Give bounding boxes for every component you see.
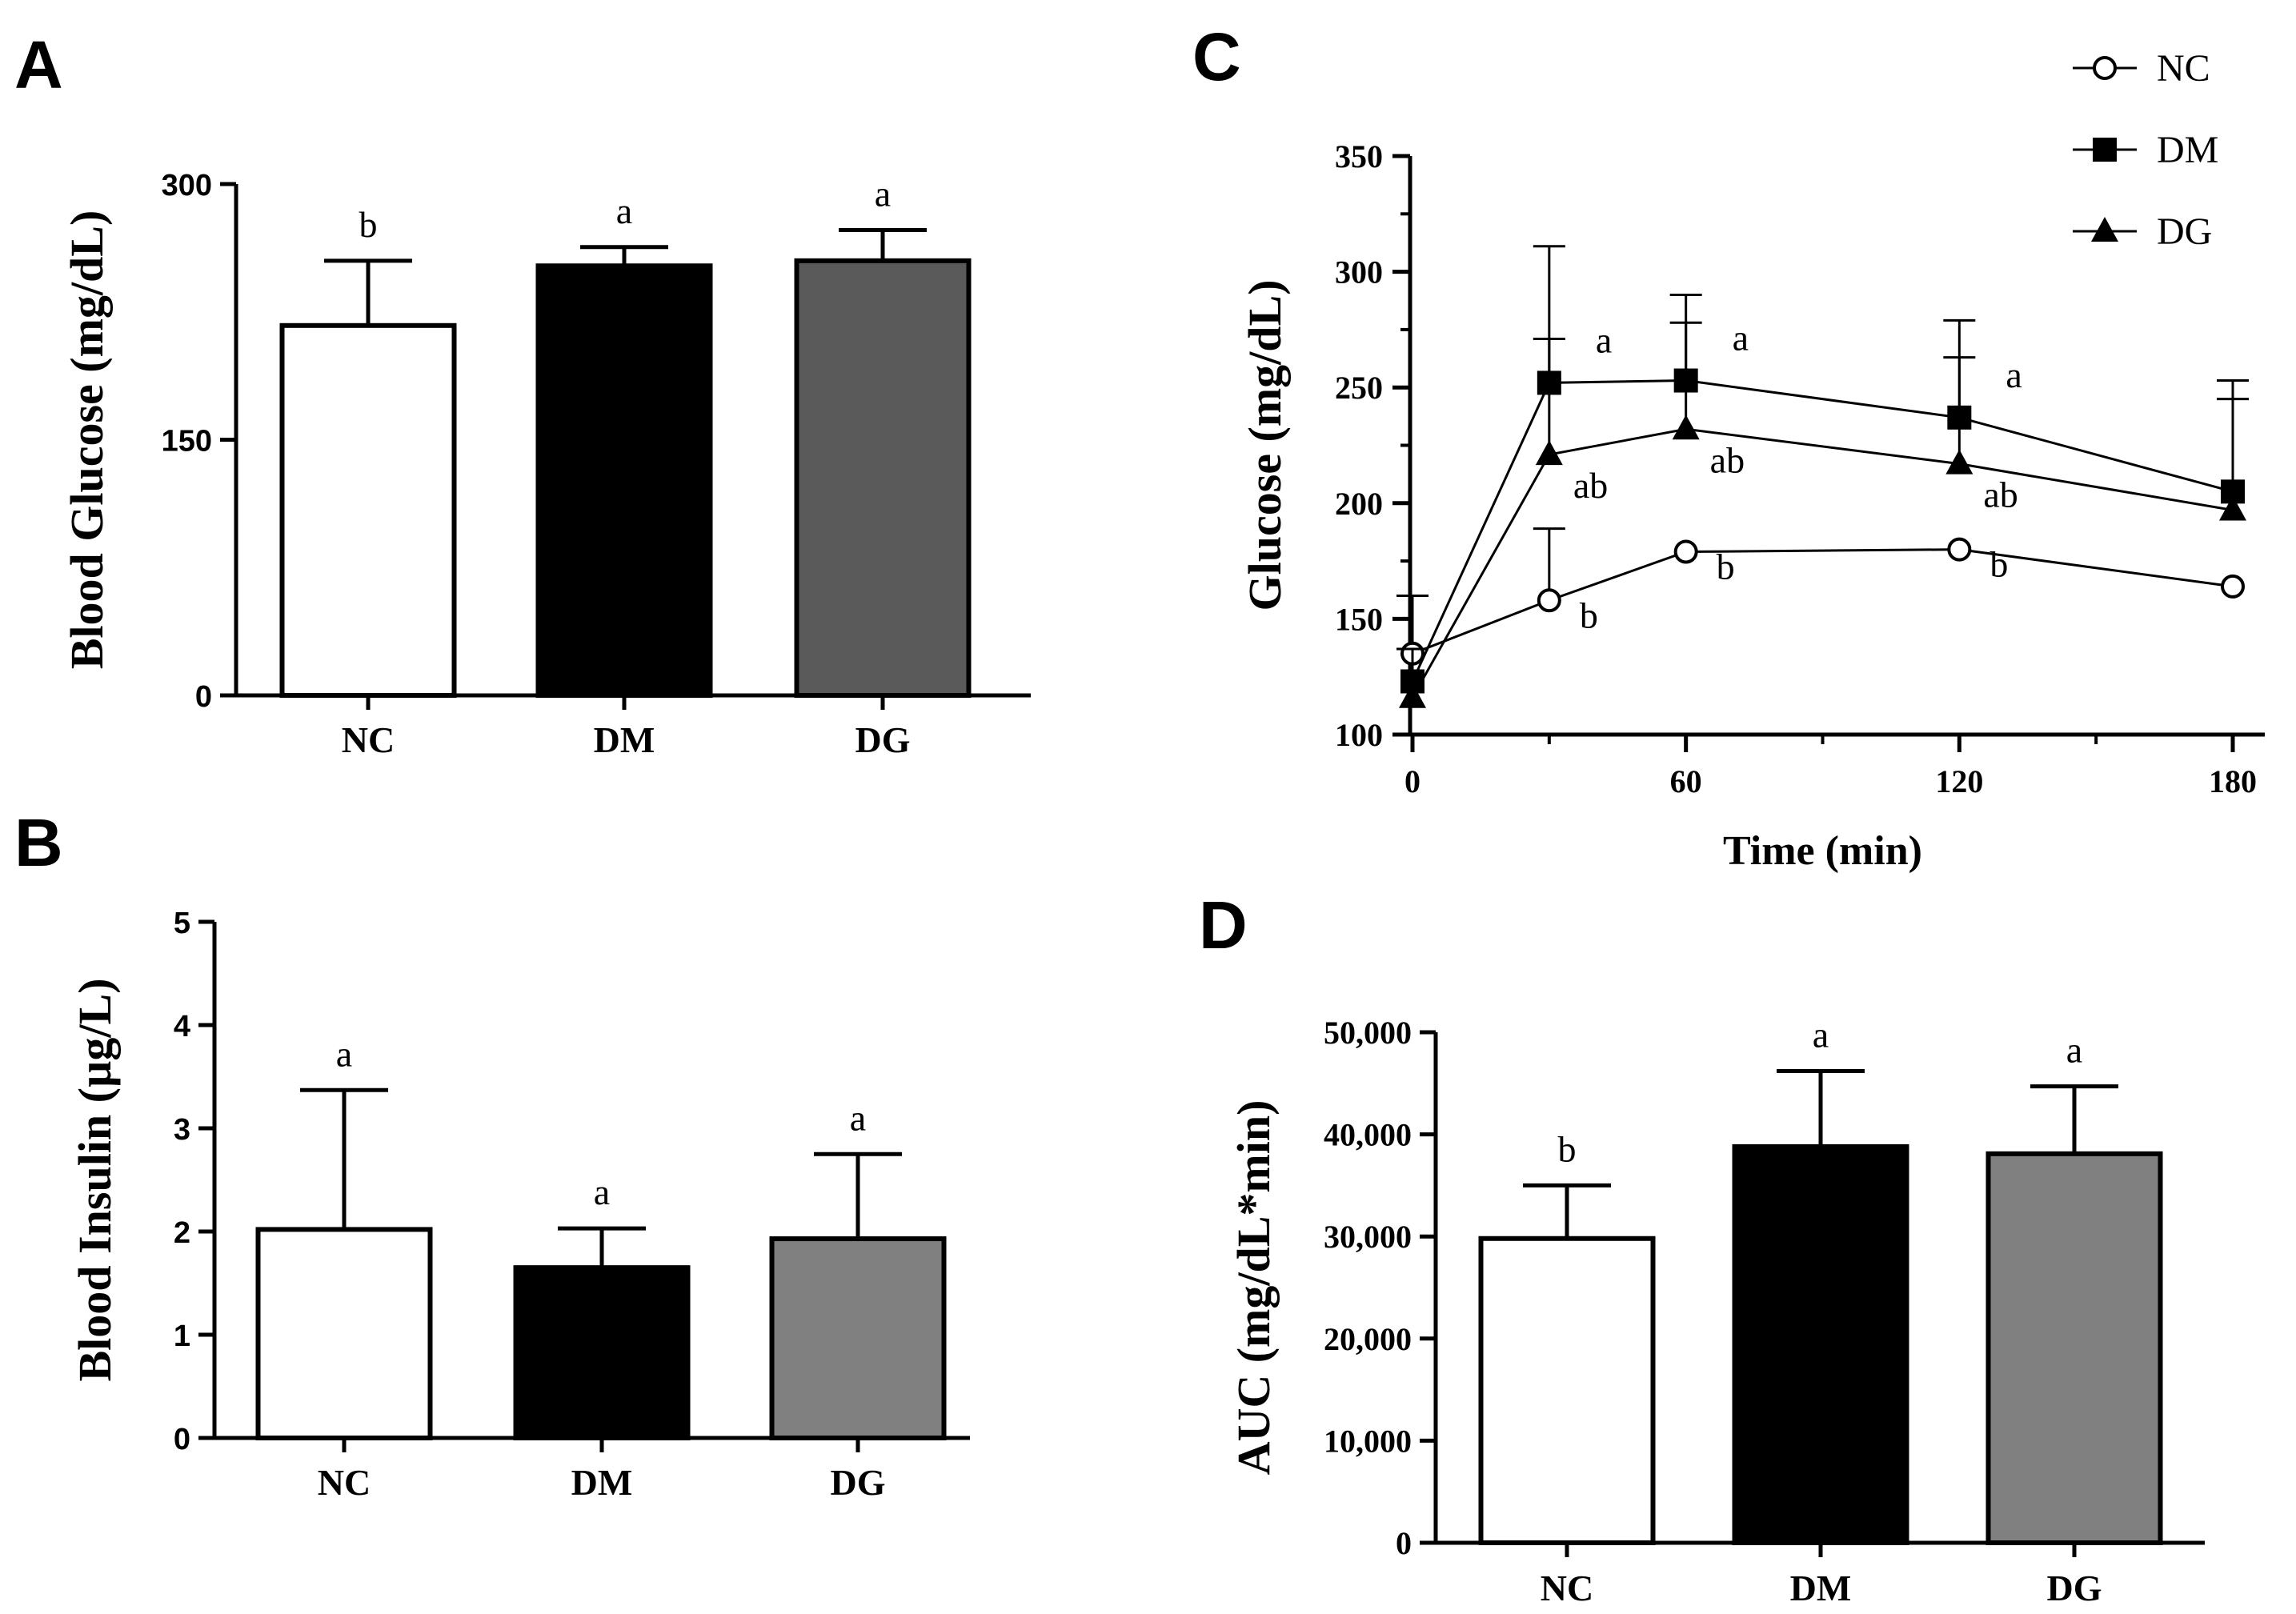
x-tick-label: 0 — [1404, 763, 1420, 799]
category-label-dm: DM — [1790, 1568, 1852, 1608]
significance-letter: a — [2066, 1030, 2082, 1071]
y-tick-label: 20,000 — [1324, 1321, 1412, 1357]
data-point-nc — [1673, 539, 1698, 564]
x-tick-label: 60 — [1670, 763, 1702, 799]
y-tick-label: 0 — [1396, 1525, 1412, 1561]
significance-label: a — [1596, 319, 1612, 360]
significance-label: ab — [1573, 465, 1608, 506]
y-tick-label: 350 — [1335, 138, 1383, 174]
bar-dm — [513, 1265, 691, 1441]
significance-letter: a — [616, 190, 632, 231]
significance-letter: a — [875, 174, 891, 214]
y-tick-label: 150 — [1335, 601, 1383, 637]
panel-a-blood-glucose: A 0 150 300 Blood Glucose (mg/dL) NC b DM a DG a — [14, 27, 1031, 760]
panel-c-glucose-time-course: C 100 150 200 250 300 350 0 60 120 180 Glucose (mg/… — [1192, 19, 2265, 874]
significance-letter: b — [1558, 1128, 1577, 1169]
category-label-dg: DG — [831, 1462, 886, 1503]
data-point-dg — [2219, 495, 2246, 521]
significance-letter: a — [850, 1097, 866, 1138]
category-label-dg: DG — [2047, 1568, 2102, 1608]
category-label-nc: NC — [1541, 1568, 1593, 1608]
y-tick-label: 250 — [1335, 370, 1383, 406]
x-tick-label: 120 — [1935, 763, 1983, 799]
significance-label: ab — [1983, 475, 2018, 515]
bar-dg — [1985, 1151, 2163, 1545]
y-axis-label: Blood Insulin (µg/L) — [69, 978, 121, 1381]
category-label-dg: DG — [855, 719, 911, 760]
x-tick-label: 180 — [2209, 763, 2257, 799]
y-tick-label: 300 — [162, 169, 212, 202]
legend-marker-dg — [2091, 217, 2118, 242]
bar-dg — [769, 1236, 947, 1441]
significance-label: a — [1733, 318, 1749, 358]
bar-nc — [255, 1227, 433, 1441]
y-tick-label: 2 — [174, 1216, 190, 1250]
y-tick-label: 100 — [1335, 717, 1383, 753]
legend-label-nc: NC — [2157, 47, 2210, 90]
data-point-dg — [1535, 440, 1563, 466]
significance-letter: a — [336, 1033, 352, 1074]
data-point-dg — [1945, 449, 1973, 475]
bar-dm — [1732, 1143, 1909, 1545]
significance-letter: a — [594, 1171, 610, 1212]
legend-label-dg: DG — [2157, 210, 2212, 253]
bar-nc — [1478, 1236, 1656, 1545]
series-line-dm — [1411, 379, 2234, 683]
panel-letter-a: A — [14, 27, 63, 102]
y-axis-label: AUC (mg/dL*min) — [1228, 1100, 1280, 1476]
bar-dm — [535, 263, 713, 698]
data-point-dg — [1672, 415, 1700, 440]
legend-marker-dm — [2093, 138, 2117, 162]
y-tick-label: 0 — [174, 1423, 190, 1456]
panel-letter-b: B — [14, 805, 63, 880]
y-tick-label: 40,000 — [1324, 1117, 1412, 1153]
y-tick-label: 10,000 — [1324, 1423, 1412, 1459]
x-axis-label: Time (min) — [1723, 828, 1922, 874]
series-line-nc — [1412, 548, 2234, 655]
y-tick-label: 200 — [1335, 486, 1383, 522]
series-dm: a aa — [1396, 245, 2249, 694]
y-tick-label: 1 — [174, 1320, 190, 1353]
panel-letter-d: D — [1199, 887, 1248, 963]
y-tick-label: 30,000 — [1324, 1219, 1412, 1255]
significance-letter: b — [359, 204, 378, 245]
y-tick-label: 3 — [174, 1113, 190, 1147]
y-tick-label: 5 — [174, 907, 190, 940]
y-tick-label: 300 — [1335, 254, 1383, 290]
data-point-nc — [1947, 537, 1972, 562]
panel-b-blood-insulin: B 0 1 2 3 4 5 Blood Insulin (µg/L) NC a DM a DG a — [14, 805, 970, 1503]
panel-d-auc: D 0 10,000 20,000 30,000 40,000 50,000 AUC (mg/… — [1199, 887, 2205, 1608]
significance-label: a — [2005, 354, 2022, 395]
category-label-nc: NC — [318, 1462, 371, 1503]
panel-letter-c: C — [1192, 19, 1241, 94]
significance-label: b — [1580, 595, 1598, 635]
y-tick-label: 0 — [195, 680, 212, 714]
series-nc: b b b — [1396, 527, 2245, 666]
legend-marker-nc — [2093, 56, 2117, 80]
category-label-dm: DM — [594, 719, 655, 760]
bar-nc — [279, 322, 457, 698]
significance-letter: a — [1813, 1014, 1829, 1055]
significance-label: b — [1989, 544, 2008, 585]
category-label-nc: NC — [342, 719, 395, 760]
y-tick-label: 4 — [174, 1010, 190, 1043]
bar-dg — [794, 258, 972, 699]
y-tick-label: 150 — [162, 425, 212, 459]
significance-label: ab — [1710, 439, 1745, 480]
category-label-dm: DM — [571, 1462, 633, 1503]
legend: NC DM DG — [2073, 47, 2218, 253]
data-point-nc — [1537, 588, 1561, 613]
data-point-nc — [2221, 574, 2245, 599]
legend-label-dm: DM — [2157, 129, 2218, 171]
y-axis-label: Blood Glucose (mg/dL) — [61, 210, 113, 670]
y-tick-label: 50,000 — [1324, 1015, 1412, 1051]
significance-label: b — [1717, 547, 1735, 587]
series-line-dg — [1411, 427, 2234, 699]
data-point-dg — [1399, 683, 1426, 708]
y-axis-label: Glucose (mg/dL) — [1239, 279, 1291, 611]
